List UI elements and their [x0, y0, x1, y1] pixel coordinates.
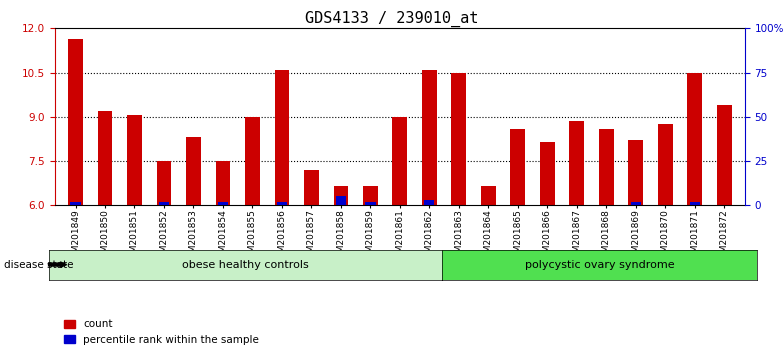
Bar	[71, 202, 81, 205]
Text: polycystic ovary syndrome: polycystic ovary syndrome	[524, 259, 674, 270]
Text: disease state: disease state	[4, 259, 74, 270]
Bar	[333, 186, 348, 205]
Bar	[481, 186, 495, 205]
Bar	[218, 202, 228, 205]
Bar	[363, 186, 378, 205]
Bar	[157, 161, 172, 205]
Bar	[569, 121, 584, 205]
Text: GDS4133 / 239010_at: GDS4133 / 239010_at	[305, 11, 479, 27]
Bar	[393, 117, 407, 205]
Bar	[274, 70, 289, 205]
Bar	[127, 115, 142, 205]
Bar	[658, 124, 673, 205]
Bar	[630, 202, 641, 205]
Legend: count, percentile rank within the sample: count, percentile rank within the sample	[60, 315, 263, 349]
Bar	[540, 142, 554, 205]
Bar	[186, 137, 201, 205]
Bar	[599, 129, 614, 205]
Bar	[336, 196, 346, 205]
Bar	[452, 73, 466, 205]
Bar	[717, 105, 731, 205]
Bar	[98, 111, 112, 205]
Bar	[422, 70, 437, 205]
Bar	[159, 202, 169, 205]
Bar	[245, 117, 260, 205]
Bar	[277, 202, 287, 205]
Bar	[304, 170, 319, 205]
Bar	[68, 39, 83, 205]
Bar	[688, 73, 702, 205]
Bar	[510, 129, 525, 205]
Bar	[216, 161, 230, 205]
Bar	[365, 202, 376, 205]
Bar	[689, 202, 700, 205]
Bar	[628, 141, 643, 205]
Bar	[424, 200, 434, 205]
Text: obese healthy controls: obese healthy controls	[182, 259, 309, 270]
